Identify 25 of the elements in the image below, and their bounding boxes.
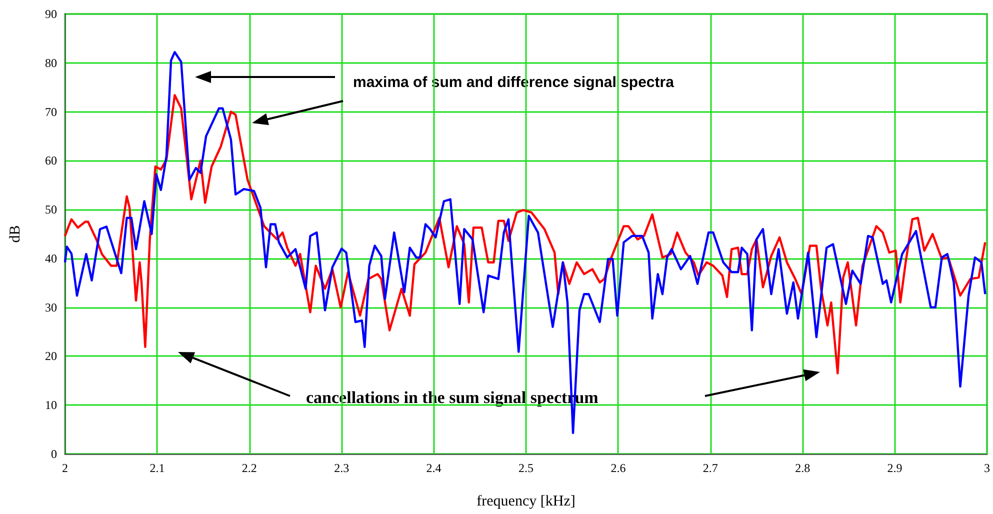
x-axis-title: frequency [kHz] bbox=[476, 494, 576, 510]
x-tick-label: 2 bbox=[62, 461, 68, 475]
line-series bbox=[64, 51, 986, 434]
y-tick-label: 10 bbox=[45, 398, 57, 412]
x-tick-label: 2.4 bbox=[426, 461, 442, 475]
y-tick-label: 70 bbox=[45, 104, 57, 119]
x-tick-label: 2.3 bbox=[334, 461, 350, 475]
y-tick-label: 20 bbox=[45, 349, 57, 364]
y-tick-label: 90 bbox=[45, 7, 57, 21]
x-tick-label: 2.1 bbox=[150, 461, 165, 475]
y-tick-label: 60 bbox=[45, 154, 57, 168]
line-series bbox=[64, 94, 986, 374]
x-tick-label: 2.5 bbox=[518, 461, 534, 475]
x-tick-label: 2.6 bbox=[610, 461, 626, 475]
x-tick-label: 2.8 bbox=[795, 461, 810, 475]
y-tick-label: 0 bbox=[51, 447, 57, 461]
x-tick-label: 2.2 bbox=[242, 461, 257, 475]
y-tick-label: 80 bbox=[45, 56, 57, 70]
x-tick-label: 2.9 bbox=[887, 461, 902, 475]
y-axis-title: dB bbox=[8, 225, 24, 243]
y-tick-label: 30 bbox=[45, 300, 57, 314]
y-tick-label: 50 bbox=[45, 202, 57, 217]
x-tick-label: 2.7 bbox=[702, 461, 718, 475]
x-tick-label: 3 bbox=[984, 461, 990, 475]
y-tick-label: 40 bbox=[45, 251, 57, 266]
